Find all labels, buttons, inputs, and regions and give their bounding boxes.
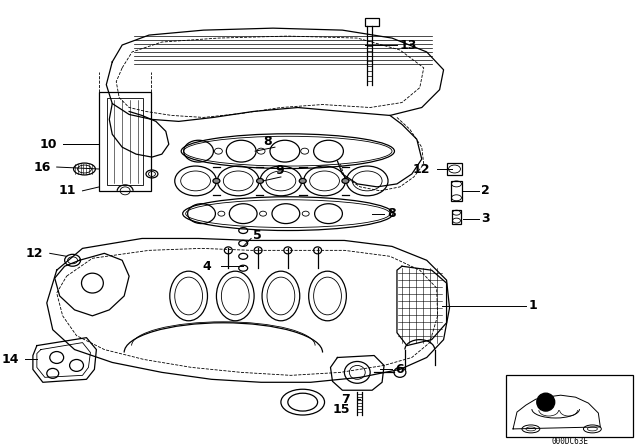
Ellipse shape — [342, 178, 349, 183]
Bar — [99, 92, 151, 191]
Bar — [365, 18, 379, 26]
Circle shape — [537, 393, 555, 411]
Text: 3: 3 — [481, 212, 490, 225]
Text: 10: 10 — [39, 138, 57, 151]
Bar — [452, 210, 461, 224]
Text: 8: 8 — [263, 135, 271, 148]
Text: 15: 15 — [333, 403, 350, 416]
Text: 13: 13 — [400, 39, 417, 52]
Text: 8: 8 — [387, 207, 396, 220]
Bar — [108, 98, 143, 185]
Text: 4: 4 — [203, 260, 211, 273]
Text: 2: 2 — [481, 184, 490, 197]
Ellipse shape — [213, 178, 220, 183]
Bar — [451, 181, 463, 201]
Text: 000DC63E: 000DC63E — [551, 437, 588, 446]
Ellipse shape — [300, 178, 306, 183]
Text: 12: 12 — [26, 247, 43, 260]
Text: 5: 5 — [253, 229, 262, 242]
Text: 7: 7 — [342, 392, 350, 405]
Text: 9: 9 — [275, 164, 284, 177]
Bar — [506, 375, 633, 437]
Text: 1: 1 — [529, 299, 538, 312]
Text: 11: 11 — [59, 184, 77, 197]
Text: 14: 14 — [1, 353, 19, 366]
Bar — [447, 163, 463, 175]
Text: 12: 12 — [412, 163, 429, 176]
Text: 6: 6 — [395, 363, 404, 376]
Text: 16: 16 — [33, 160, 51, 173]
Ellipse shape — [257, 178, 264, 183]
